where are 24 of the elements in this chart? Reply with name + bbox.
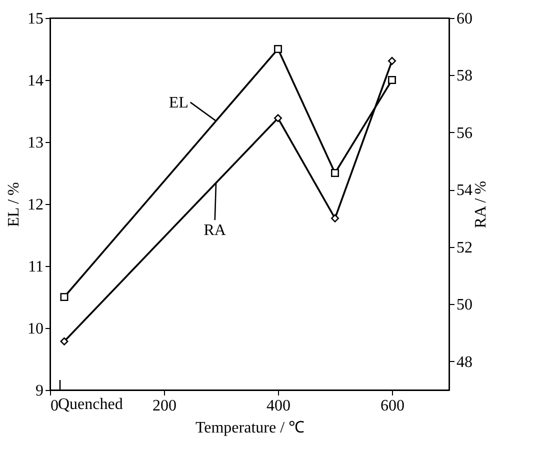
y2-tick-label: 58 — [456, 68, 472, 85]
legend-label: EL — [168, 94, 188, 112]
text: Quenched — [58, 396, 123, 413]
y-tick-label: 15 — [28, 10, 44, 28]
y-tick-label: 11 — [28, 258, 44, 276]
y2-tick-label: 50 — [456, 296, 472, 314]
y2-tick-label: 60 — [456, 10, 472, 28]
y-tick-label: 14 — [28, 72, 44, 90]
y2-tick-label: 48 — [456, 354, 472, 371]
series-label: RA — [204, 222, 226, 240]
x-tick-label: 200 — [152, 398, 176, 414]
x-axis-title: Temperature / ℃ — [195, 420, 305, 436]
y2-axis-title: RA / % — [472, 180, 490, 228]
y2-tick-label: 56 — [456, 124, 472, 142]
y-tick-label: 13 — [28, 134, 44, 152]
y2-tick-label: 54 — [456, 182, 472, 200]
x-tick-label: 600 — [380, 398, 404, 414]
y2-tick-label: 52 — [456, 239, 472, 256]
y-tick-label: 9 — [36, 382, 44, 400]
x-tick-label: 400 — [266, 398, 290, 414]
y-axis-title: EL / % — [6, 182, 22, 227]
x-tick-label: 0 — [50, 398, 58, 414]
y-tick-label: 12 — [28, 196, 44, 214]
y-tick-label: 10 — [28, 320, 44, 338]
